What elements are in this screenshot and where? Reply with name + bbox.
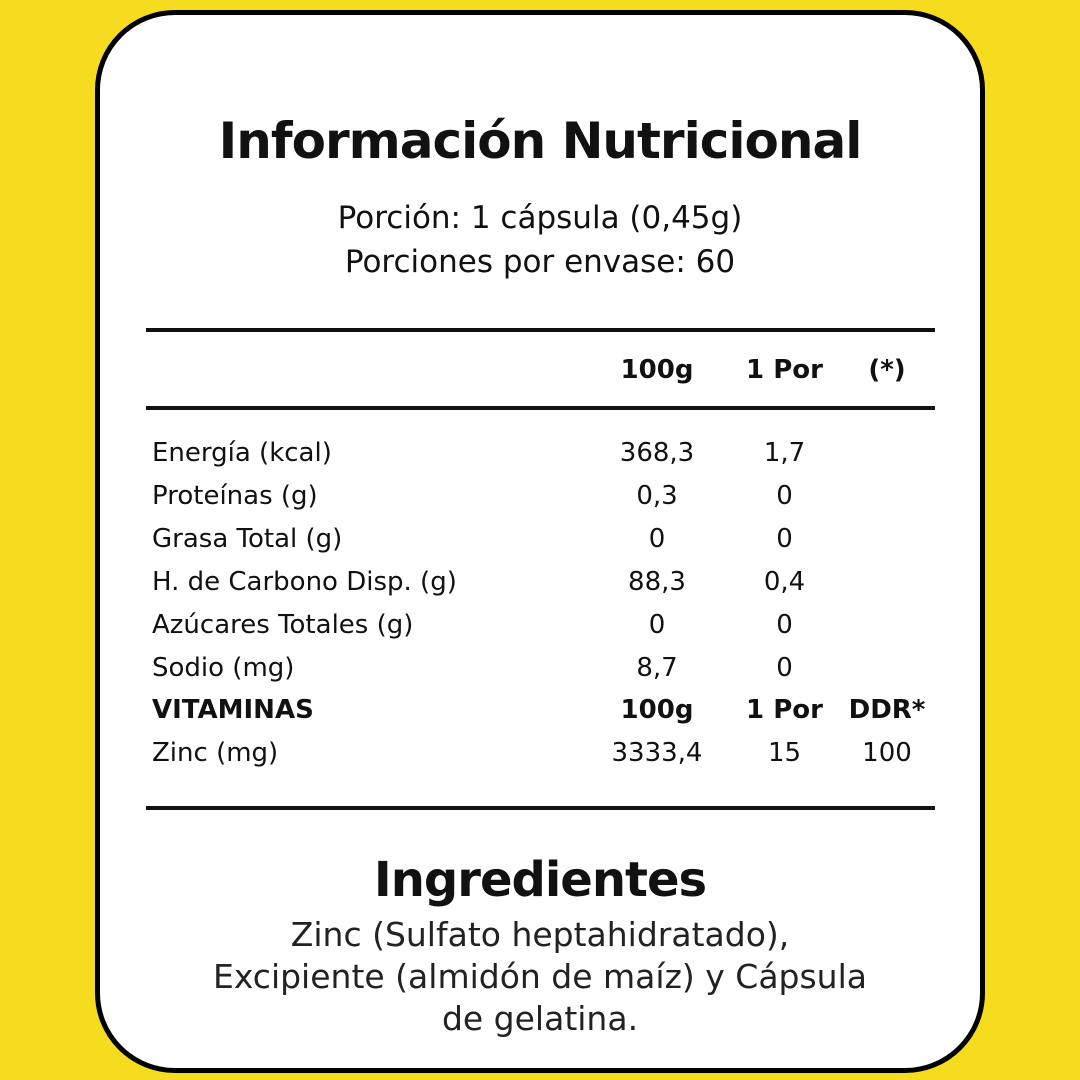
value-per-serving: 0	[776, 653, 793, 683]
row-label: Proteínas (g)	[152, 481, 318, 511]
ingredients-title: Ingredientes	[373, 852, 707, 908]
header-100g: 100g	[620, 355, 694, 385]
table-row: Energía (kcal) 368,3 1,7	[152, 438, 942, 478]
table-row: Grasa Total (g) 0 0	[152, 524, 942, 564]
value-per-serving: 0,4	[763, 567, 806, 597]
ingredients-line: Excipiente (almidón de maíz) y Cápsula	[213, 957, 867, 996]
header-ddr: (*)	[868, 355, 906, 385]
divider	[146, 406, 935, 410]
value-100g: 368,3	[619, 438, 695, 468]
value-per-serving: 0	[776, 481, 793, 511]
row-label: Energía (kcal)	[152, 438, 332, 468]
row-label: Zinc (mg)	[152, 738, 279, 768]
vitamins-label: VITAMINAS	[152, 695, 314, 725]
table-row-zinc: Zinc (mg) 3333,4 15 100	[152, 738, 942, 778]
value-ddr: 100	[862, 738, 912, 768]
value-per-serving: 15	[767, 738, 802, 768]
servings-per-container: Porciones por envase: 60	[344, 244, 736, 280]
value-per-serving: 1,7	[763, 438, 806, 468]
table-header: 100g 1 Por (*)	[152, 355, 942, 395]
value-100g: 0,3	[636, 481, 678, 511]
table-row: Proteínas (g) 0,3 0	[152, 481, 942, 521]
divider	[146, 806, 935, 810]
value-100g: 88,3	[628, 567, 686, 597]
vitamins-ddr: DDR*	[848, 695, 926, 725]
table-row: Azúcares Totales (g) 0 0	[152, 610, 942, 650]
row-label: Grasa Total (g)	[152, 524, 343, 554]
value-per-serving: 0	[776, 610, 793, 640]
table-row: H. de Carbono Disp. (g) 88,3 0,4	[152, 567, 942, 607]
vitamins-100g: 100g	[620, 695, 694, 725]
nutrition-card	[95, 10, 985, 1073]
row-label: Sodio (mg)	[152, 653, 295, 683]
portion-size: Porción: 1 cápsula (0,45g)	[337, 200, 743, 236]
row-label: H. de Carbono Disp. (g)	[152, 567, 457, 597]
table-row: Sodio (mg) 8,7 0	[152, 653, 942, 693]
header-per-serving: 1 Por	[746, 355, 823, 385]
divider	[146, 328, 935, 332]
value-100g: 0	[648, 610, 666, 640]
value-100g: 3333,4	[611, 738, 703, 768]
vitamins-header: VITAMINAS 100g 1 Por DDR*	[152, 695, 942, 735]
ingredients-line: Zinc (Sulfato heptahidratado),	[290, 915, 790, 954]
vitamins-per-serving: 1 Por	[746, 695, 823, 725]
row-label: Azúcares Totales (g)	[152, 610, 414, 640]
value-per-serving: 0	[776, 524, 793, 554]
value-100g: 8,7	[636, 653, 678, 683]
value-100g: 0	[648, 524, 666, 554]
ingredients-line: de gelatina.	[441, 999, 639, 1038]
page-title: Información Nutricional	[218, 112, 863, 170]
